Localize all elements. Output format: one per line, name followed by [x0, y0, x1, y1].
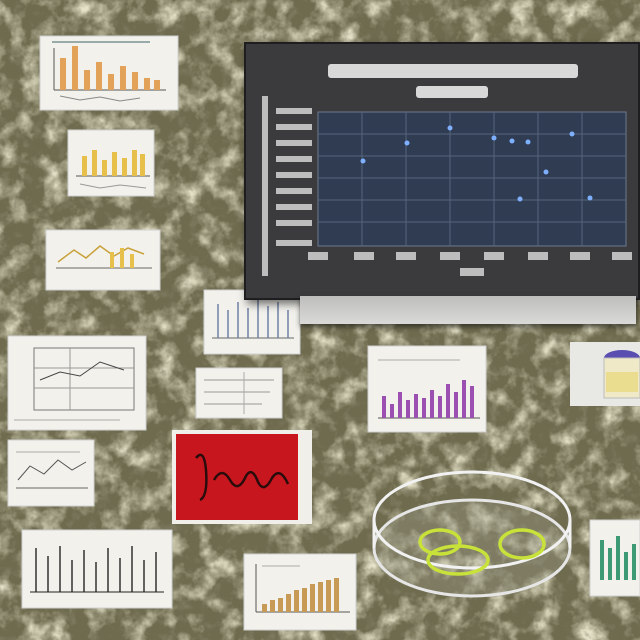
data-point	[517, 196, 523, 202]
data-point	[543, 169, 549, 175]
data-point	[360, 158, 366, 164]
bar-chart-card-orange	[39, 35, 179, 111]
x-axis-label-placeholder	[460, 268, 484, 276]
title-placeholder	[328, 64, 578, 98]
monitor-screen	[244, 42, 640, 300]
line-chart-card-blue	[203, 289, 301, 355]
x-tick-placeholders	[308, 252, 632, 260]
waveform-chart-card	[21, 529, 173, 609]
note-card-small	[195, 367, 283, 419]
data-point	[491, 135, 497, 141]
petri-dish	[372, 470, 572, 598]
monitor-stand	[300, 296, 636, 324]
line-chart-card-left	[45, 229, 161, 291]
line-chart-card-small	[7, 439, 95, 507]
data-point	[525, 139, 531, 145]
data-point	[509, 138, 515, 144]
data-point	[569, 131, 575, 137]
handwritten-note-card	[172, 430, 312, 524]
data-point	[447, 125, 453, 131]
y-tick-placeholders	[276, 108, 312, 246]
plot-area	[317, 111, 627, 247]
bar-chart-card-green	[589, 519, 640, 597]
bar-chart-card-brown	[243, 553, 357, 631]
data-point	[404, 140, 410, 146]
data-points	[360, 125, 593, 202]
scatter-plot	[262, 64, 632, 276]
ring-specimens	[418, 528, 546, 576]
orange-bars	[60, 46, 160, 90]
yellow-bars	[82, 150, 145, 176]
data-point	[587, 195, 593, 201]
document-card-left	[7, 335, 147, 431]
bar-chart-card-purple	[367, 345, 487, 433]
y-axis-label-placeholder	[262, 96, 268, 276]
specimen-jar-card	[570, 342, 640, 406]
bar-chart-card-yellow	[67, 129, 155, 197]
grid-lines	[318, 112, 626, 246]
